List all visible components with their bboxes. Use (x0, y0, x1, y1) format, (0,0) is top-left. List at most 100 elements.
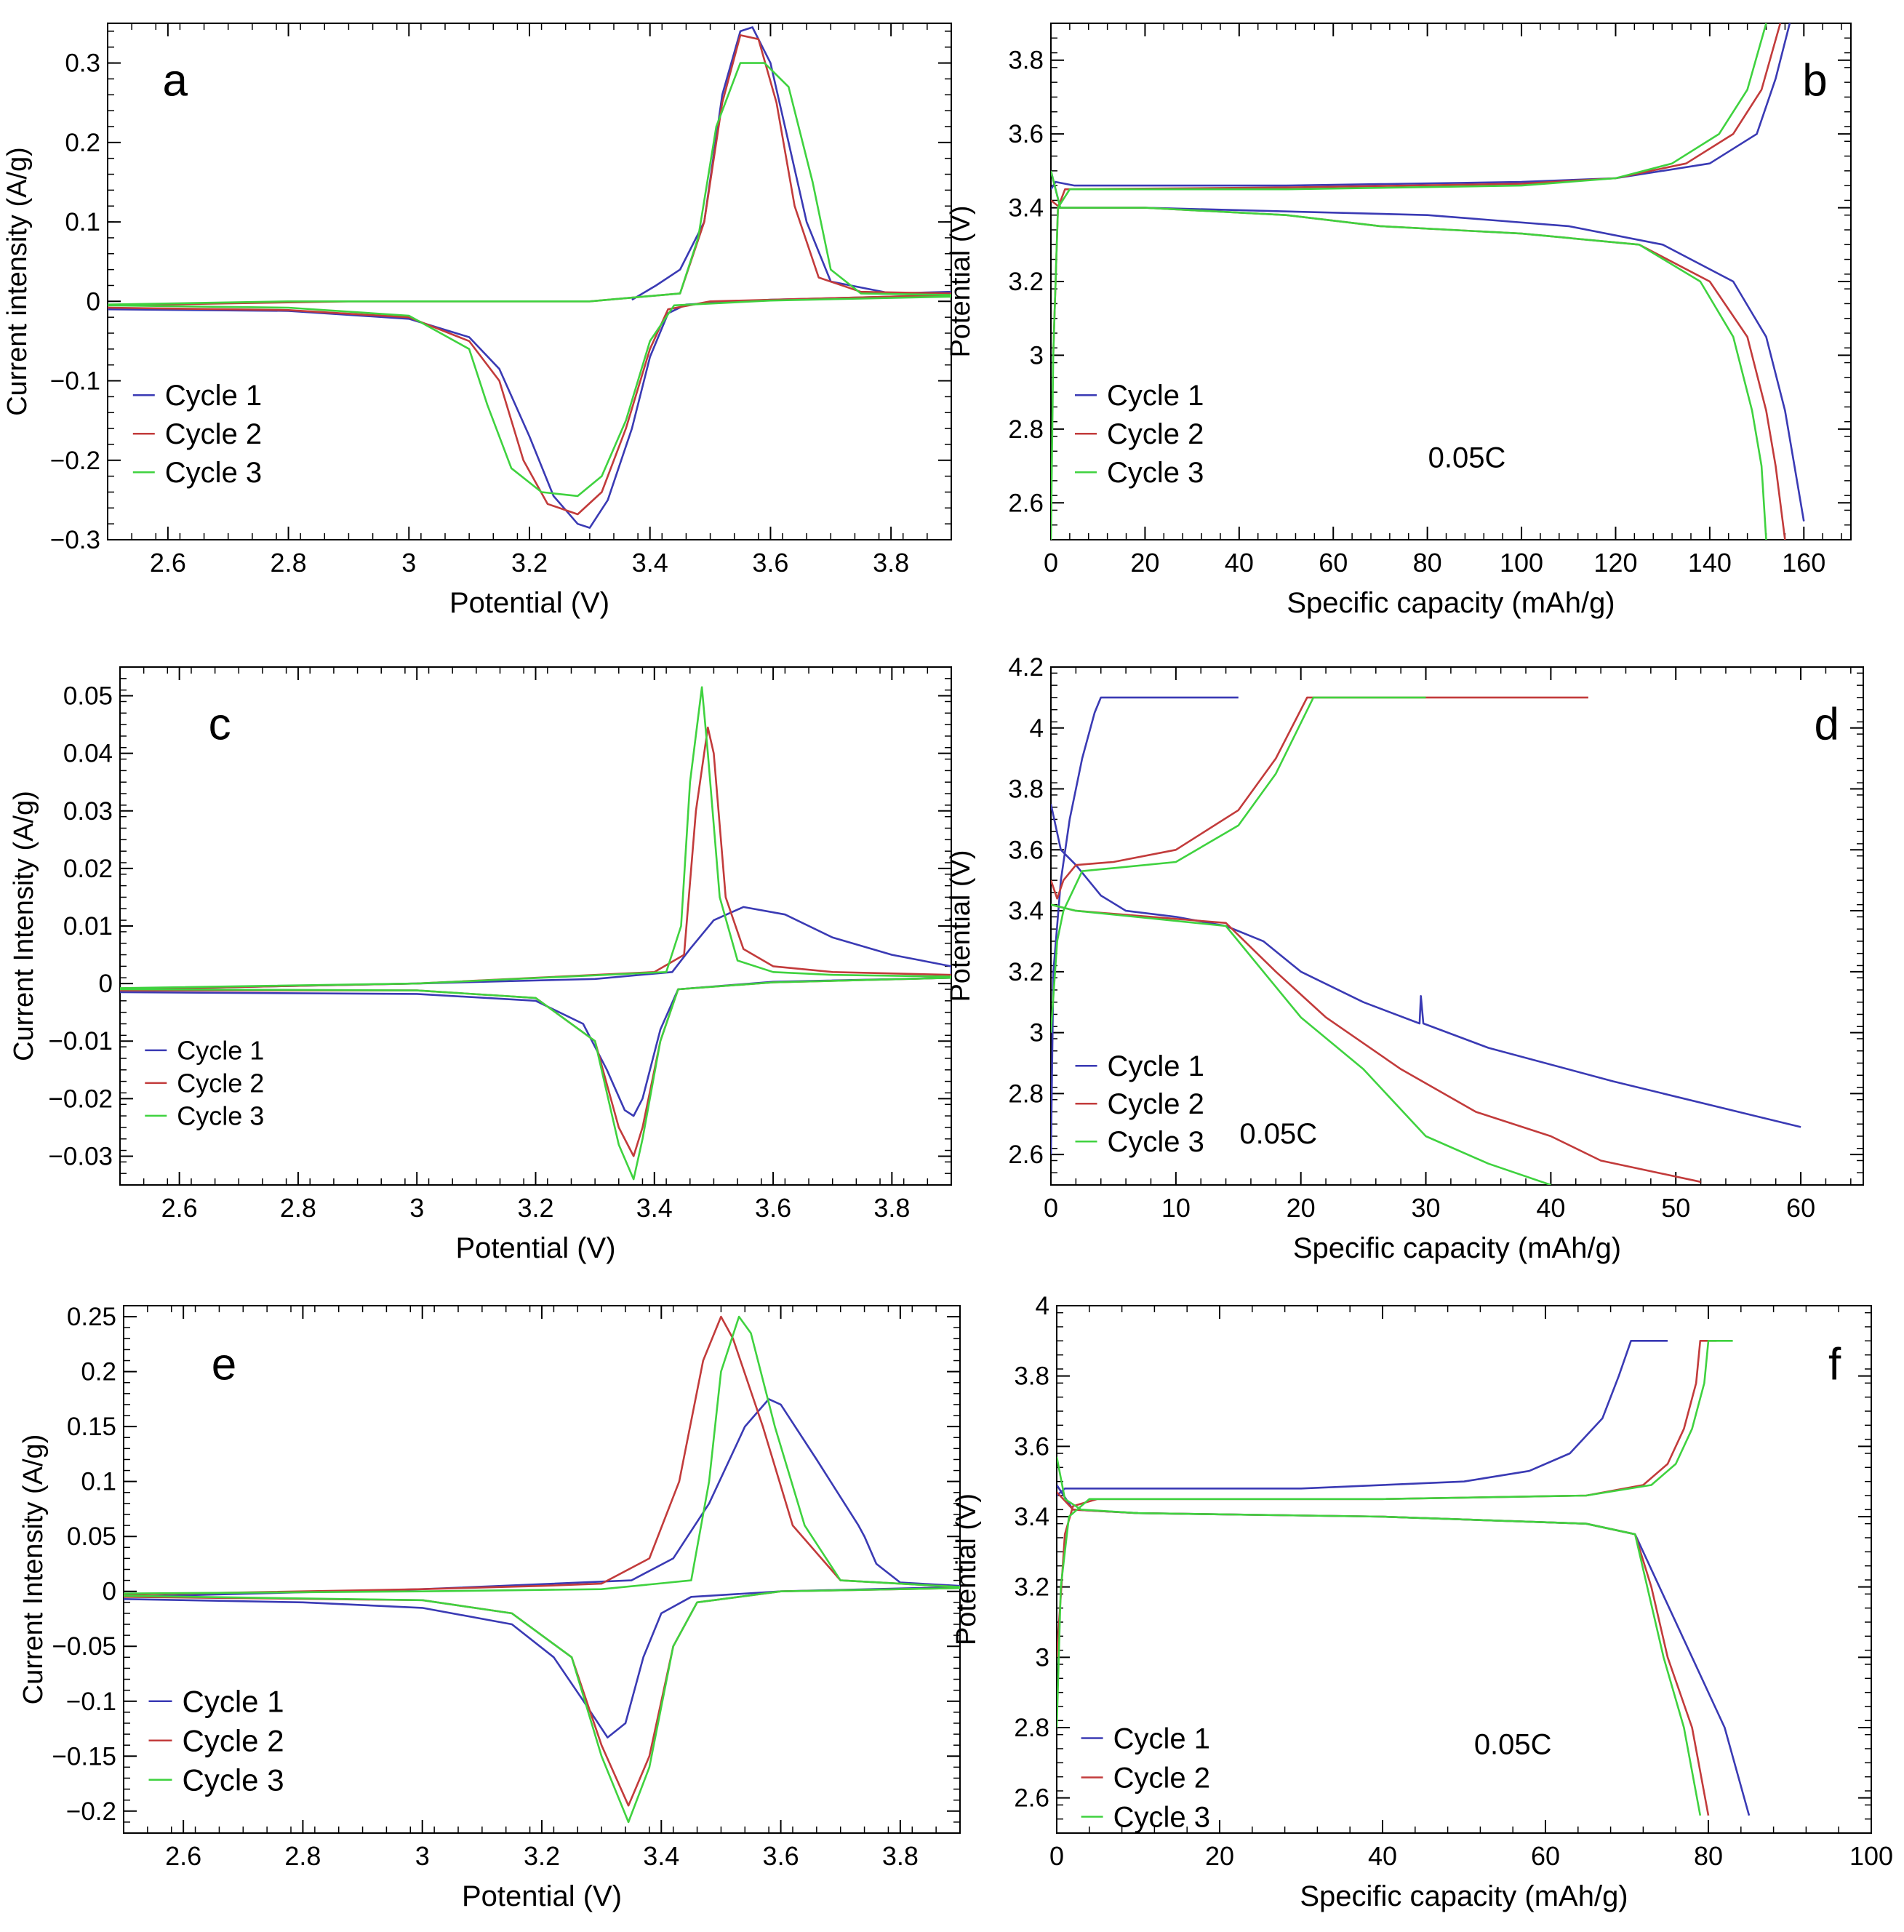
x-tick-label: 20 (1130, 548, 1159, 578)
panel-label: a (163, 55, 188, 105)
x-tick-label: 60 (1531, 1841, 1560, 1871)
y-tick-label: 0.1 (65, 208, 100, 236)
plot-frame (1056, 1305, 1872, 1834)
x-tick-label: 140 (1688, 548, 1732, 578)
legend-label-cycle-2: Cycle 2 (1107, 418, 1204, 450)
panel-a: 2.6 2.8 3 3.2 3.4 3.6 3.8 −0.3 −0.2 −0.1 0 0.1 0.2 0.… (2, 23, 952, 619)
x-tick-label: 3.2 (511, 548, 548, 578)
y-tick-label: 3.8 (1008, 775, 1044, 804)
rate-annotation: 0.05C (1239, 1118, 1317, 1150)
y-tick-label: 0.05 (67, 1522, 116, 1551)
y-tick-label: 0.02 (63, 855, 113, 883)
legend-label-cycle-3: Cycle 3 (177, 1101, 264, 1130)
y-tick-label: 2.8 (1014, 1714, 1049, 1742)
series-group (1057, 1340, 1751, 1816)
x-tick-label: 0 (1044, 1193, 1058, 1223)
y-axis-label: Current intensity (A/g) (2, 147, 33, 416)
x-tick-label: 100 (1500, 548, 1543, 578)
y-tick-label: 3.4 (1008, 194, 1044, 223)
y-tick-label: 4 (1030, 714, 1044, 743)
x-tick-label: 40 (1225, 548, 1254, 578)
x-tick-label: 20 (1287, 1193, 1316, 1223)
y-axis-label: Potential (V) (945, 205, 976, 357)
x-tick-label: 3.8 (882, 1841, 919, 1871)
legend-label-cycle-1: Cycle 1 (177, 1035, 264, 1065)
legend: Cycle 1 Cycle 2 Cycle 3 (1081, 1723, 1210, 1834)
x-tick-label: 3.4 (636, 1193, 673, 1223)
x-tick-label: 2.6 (161, 1193, 198, 1223)
x-axis-label: Specific capacity (mAh/g) (1287, 587, 1615, 619)
x-tick-label: 3.8 (873, 548, 909, 578)
y-tick-label: 2.6 (1008, 1141, 1044, 1169)
y-tick-label: −0.15 (52, 1742, 116, 1771)
x-tick-label: 60 (1319, 548, 1348, 578)
legend-label-cycle-2: Cycle 2 (183, 1723, 284, 1757)
series-group (124, 1315, 960, 1824)
y-tick-label: 0.15 (67, 1413, 116, 1441)
panel-d: 0 10 20 30 40 50 60 2.6 2.8 3 3.2 3.4 3.6 3.8 4 4.2 Spec… (945, 653, 1864, 1264)
y-tick-label: 3.6 (1008, 836, 1044, 864)
y-tick-label: 0 (103, 1578, 116, 1606)
panel-label: f (1828, 1340, 1841, 1390)
x-tick-label: 3.4 (632, 548, 668, 578)
y-tick-label: 0.25 (67, 1303, 116, 1331)
y-tick-label: 2.6 (1014, 1784, 1049, 1813)
x-axis-label: Potential (V) (462, 1880, 622, 1912)
y-tick-label: 0.2 (65, 129, 100, 157)
y-tick-label: 3.8 (1008, 47, 1044, 75)
rate-annotation: 0.05C (1474, 1728, 1552, 1760)
y-tick-label: 3.2 (1008, 958, 1044, 986)
x-tick-label: 80 (1413, 548, 1442, 578)
y-tick-label: −0.01 (48, 1027, 113, 1055)
legend-label-cycle-2: Cycle 2 (165, 418, 262, 450)
legend-label-cycle-1: Cycle 1 (165, 380, 262, 412)
y-tick-label: 0.03 (63, 797, 113, 826)
legend-label-cycle-2: Cycle 2 (1108, 1088, 1204, 1120)
y-tick-label: −0.2 (66, 1797, 116, 1826)
x-tick-label: 30 (1412, 1193, 1441, 1223)
y-tick-label: −0.2 (50, 447, 100, 475)
x-tick-label: 3.2 (524, 1841, 560, 1871)
y-tick-label: −0.05 (52, 1632, 116, 1661)
y-axis-label: Current Intensity (A/g) (18, 1434, 49, 1705)
y-tick-label: 2.8 (1008, 1079, 1044, 1108)
x-tick-label: 2.8 (280, 1193, 316, 1223)
series-group (1051, 696, 1801, 1185)
x-tick-label: 10 (1161, 1193, 1191, 1223)
x-tick-label: 40 (1368, 1841, 1397, 1871)
x-tick-label: 3.6 (755, 1193, 791, 1223)
x-tick-label: 3.6 (763, 1841, 799, 1871)
legend-label-cycle-2: Cycle 2 (1113, 1763, 1210, 1795)
panel-label: d (1814, 700, 1839, 750)
series-line-cycle-2 (120, 726, 951, 1157)
y-tick-label: 0.3 (65, 49, 100, 78)
x-tick-label: 20 (1205, 1841, 1234, 1871)
y-tick-label: 3.4 (1008, 897, 1044, 925)
legend-label-cycle-1: Cycle 1 (183, 1684, 284, 1718)
series-line-cycle-3 (124, 1315, 960, 1824)
series-line-cycle-3 (108, 62, 951, 498)
series-line-cycle-1 (108, 26, 951, 529)
x-axis-label: Specific capacity (mAh/g) (1300, 1880, 1628, 1912)
series-line-cycle-1 (1051, 696, 1801, 1155)
series-line-cycle-3 (1057, 1340, 1733, 1816)
x-tick-label: 3.4 (643, 1841, 679, 1871)
y-tick-label: 0 (87, 287, 100, 316)
series-group (120, 686, 951, 1181)
y-axis-label: Current Intensity (A/g) (9, 791, 39, 1061)
legend-label-cycle-3: Cycle 3 (1107, 457, 1204, 489)
legend-label-cycle-1: Cycle 1 (1107, 380, 1204, 412)
panel-c: 2.6 2.8 3 3.2 3.4 3.6 3.8 −0.03 −0.02 −0.01 0 0.01 0… (9, 666, 952, 1264)
x-tick-label: 0 (1049, 1841, 1064, 1871)
y-tick-label: −0.3 (50, 526, 100, 554)
series-line-cycle-3 (120, 686, 951, 1181)
x-tick-label: 40 (1536, 1193, 1565, 1223)
legend-label-cycle-1: Cycle 1 (1108, 1050, 1204, 1082)
legend-label-cycle-3: Cycle 3 (165, 457, 262, 489)
y-tick-label: 3.2 (1014, 1573, 1049, 1602)
x-tick-label: 2.8 (284, 1841, 321, 1871)
y-axis-label: Potential (V) (945, 850, 976, 1002)
y-tick-label: 3 (1036, 1643, 1049, 1672)
y-tick-label: 3.8 (1014, 1362, 1049, 1391)
